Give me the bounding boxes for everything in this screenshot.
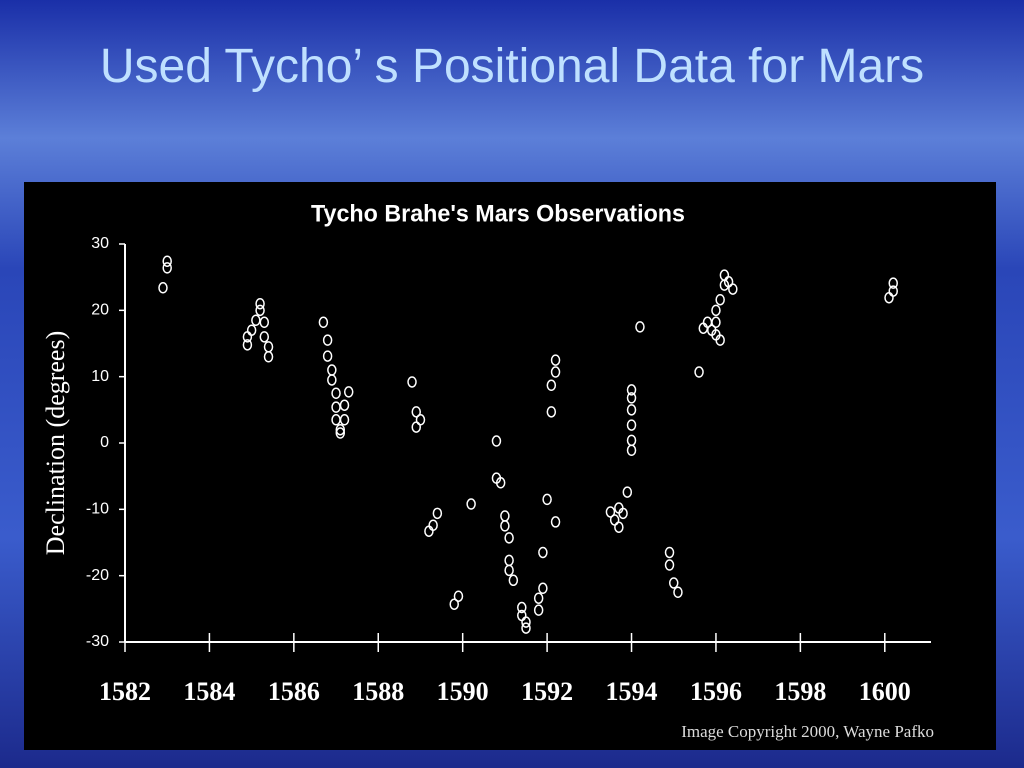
data-point — [517, 601, 527, 614]
data-point — [533, 592, 544, 604]
data-point — [626, 419, 637, 431]
data-point — [728, 283, 738, 295]
data-point — [626, 434, 637, 447]
y-tick-label: -20 — [86, 567, 109, 584]
data-point — [246, 324, 257, 336]
data-point — [888, 277, 898, 289]
data-point — [259, 331, 270, 343]
data-point — [521, 616, 531, 628]
y-tick-label: 20 — [91, 302, 109, 319]
data-point — [711, 316, 721, 329]
data-point — [550, 354, 561, 366]
x-tick-label: 1594 — [606, 677, 658, 706]
data-point — [491, 435, 502, 447]
x-tick-label: 1592 — [521, 677, 573, 706]
data-point — [618, 507, 628, 520]
data-point — [668, 577, 679, 589]
data-point — [466, 498, 476, 510]
data-point — [508, 574, 519, 587]
data-point — [335, 427, 346, 439]
data-point — [327, 374, 337, 386]
data-point — [255, 304, 265, 317]
data-point — [694, 366, 704, 378]
data-point — [259, 316, 270, 329]
data-point — [322, 350, 333, 362]
data-point — [673, 586, 683, 598]
chart-area — [24, 182, 996, 750]
data-point — [504, 532, 514, 544]
data-point — [521, 622, 531, 634]
data-point — [411, 406, 422, 418]
data-point — [500, 520, 510, 532]
x-tick-label: 1586 — [268, 677, 320, 706]
chart-title: Tycho Brahe's Mars Observations — [311, 200, 685, 227]
data-point — [550, 516, 561, 528]
data-point — [322, 334, 333, 346]
data-point — [538, 546, 548, 559]
data-point — [504, 564, 514, 577]
title-box: Used Tycho’ s Positional Data for Mars — [99, 40, 925, 93]
data-point — [533, 604, 544, 616]
data-point — [343, 386, 354, 398]
data-point — [546, 379, 557, 392]
y-axis-label: Declination (degrees) — [41, 331, 70, 556]
y-tick-label: -30 — [86, 633, 109, 650]
data-point — [255, 297, 265, 310]
data-point — [158, 282, 168, 294]
data-point — [242, 339, 253, 351]
x-tick-label: 1598 — [774, 677, 826, 706]
data-point — [449, 598, 459, 610]
data-point — [432, 507, 443, 520]
data-point — [715, 293, 725, 306]
x-tick-label: 1596 — [690, 677, 742, 706]
data-point — [339, 399, 350, 411]
data-point — [626, 404, 637, 416]
data-point — [495, 477, 506, 489]
data-point — [711, 304, 721, 317]
data-point — [407, 376, 417, 388]
data-point — [626, 384, 637, 396]
y-tick-label: 0 — [100, 434, 109, 451]
y-tick-label: 10 — [91, 368, 109, 385]
data-point — [605, 506, 616, 518]
x-tick-label: 1582 — [99, 677, 151, 706]
data-point — [335, 423, 346, 436]
data-point — [622, 486, 633, 498]
data-point — [318, 316, 329, 329]
x-tick-label: 1588 — [352, 677, 404, 706]
data-point — [263, 351, 274, 363]
data-point — [664, 546, 675, 559]
data-point — [339, 414, 350, 426]
data-point — [614, 521, 624, 533]
x-tick-label: 1584 — [183, 677, 235, 706]
data-point — [453, 590, 464, 602]
data-point — [635, 321, 645, 333]
data-point — [415, 414, 426, 426]
copyright: Image Copyright 2000, Wayne Pafko — [681, 722, 934, 741]
data-point — [542, 493, 552, 506]
data-point — [546, 406, 557, 418]
data-point — [664, 559, 675, 571]
data-point — [550, 366, 561, 378]
data-point — [428, 519, 438, 532]
x-tick-label: 1590 — [437, 677, 489, 706]
data-point — [888, 285, 898, 297]
y-tick-label: 30 — [91, 235, 109, 252]
x-tick-label: 1600 — [859, 677, 911, 706]
y-tick-label: -10 — [86, 501, 109, 518]
data-point — [538, 582, 548, 595]
data-point — [162, 262, 172, 274]
data-point — [331, 387, 341, 399]
slide-title: Used Tycho’ s Positional Data for Mars — [99, 40, 925, 93]
data-point — [715, 334, 725, 346]
data-point — [626, 392, 637, 404]
data-point — [162, 255, 172, 267]
